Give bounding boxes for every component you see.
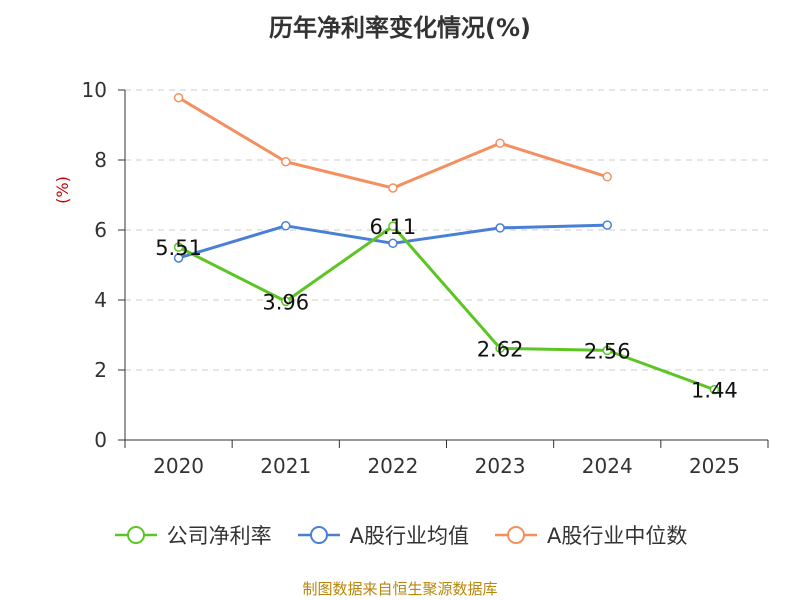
x-tick-label: 2025	[689, 454, 740, 478]
data-point	[173, 242, 184, 252]
legend-swatch-icon	[297, 526, 340, 544]
data-point	[281, 221, 291, 231]
chart-title: 历年净利率变化情况(%)	[269, 14, 531, 42]
data-label: 5.51	[155, 236, 202, 260]
data-point	[388, 238, 398, 249]
data-point	[173, 253, 184, 263]
legend-swatch-icon	[495, 526, 537, 544]
legend-item[interactable]: A股行业均值	[296, 520, 469, 550]
data-label: 6.11	[370, 215, 417, 239]
series-line	[177, 96, 608, 190]
data-point	[281, 296, 291, 307]
data-point	[495, 343, 505, 354]
data-point	[709, 384, 720, 395]
data-point	[388, 221, 398, 231]
y-tick-label: 6	[94, 218, 107, 242]
data-label: 3.96	[262, 290, 309, 314]
legend-item[interactable]: 公司净利率	[113, 520, 272, 550]
data-label: 1.44	[691, 379, 738, 403]
chart-legend: 公司净利率 A股行业均值 A股行业中位数	[0, 520, 800, 550]
data-point	[602, 220, 612, 230]
data-source-note: 制图数据来自恒生聚源数据库	[302, 580, 498, 598]
data-point	[495, 223, 505, 233]
y-axis-label: (%)	[53, 176, 72, 204]
legend-label: 公司净利率	[166, 524, 272, 548]
data-point	[388, 183, 398, 193]
x-tick-label: 2020	[153, 454, 204, 478]
legend-label: A股行业均值	[349, 524, 469, 548]
y-tick-label: 10	[82, 78, 107, 102]
data-point	[602, 345, 612, 356]
y-tick-label: 2	[94, 358, 107, 382]
x-tick-label: 2024	[582, 454, 633, 478]
x-tick-label: 2022	[367, 454, 418, 478]
y-tick-label: 8	[94, 148, 107, 172]
data-label: 2.62	[477, 337, 524, 361]
data-point	[495, 138, 505, 148]
y-tick-label: 4	[94, 288, 107, 312]
x-tick-label: 2023	[475, 454, 526, 478]
data-point	[281, 157, 291, 167]
legend-item[interactable]: A股行业中位数	[493, 520, 687, 550]
x-tick-label: 2021	[260, 454, 311, 478]
y-tick-label: 0	[94, 428, 107, 452]
legend-swatch-icon	[114, 526, 157, 544]
series-line	[177, 224, 715, 392]
legend-label: A股行业中位数	[547, 524, 688, 548]
data-point	[173, 92, 184, 103]
data-label: 2.56	[584, 339, 631, 363]
data-point	[602, 172, 612, 182]
